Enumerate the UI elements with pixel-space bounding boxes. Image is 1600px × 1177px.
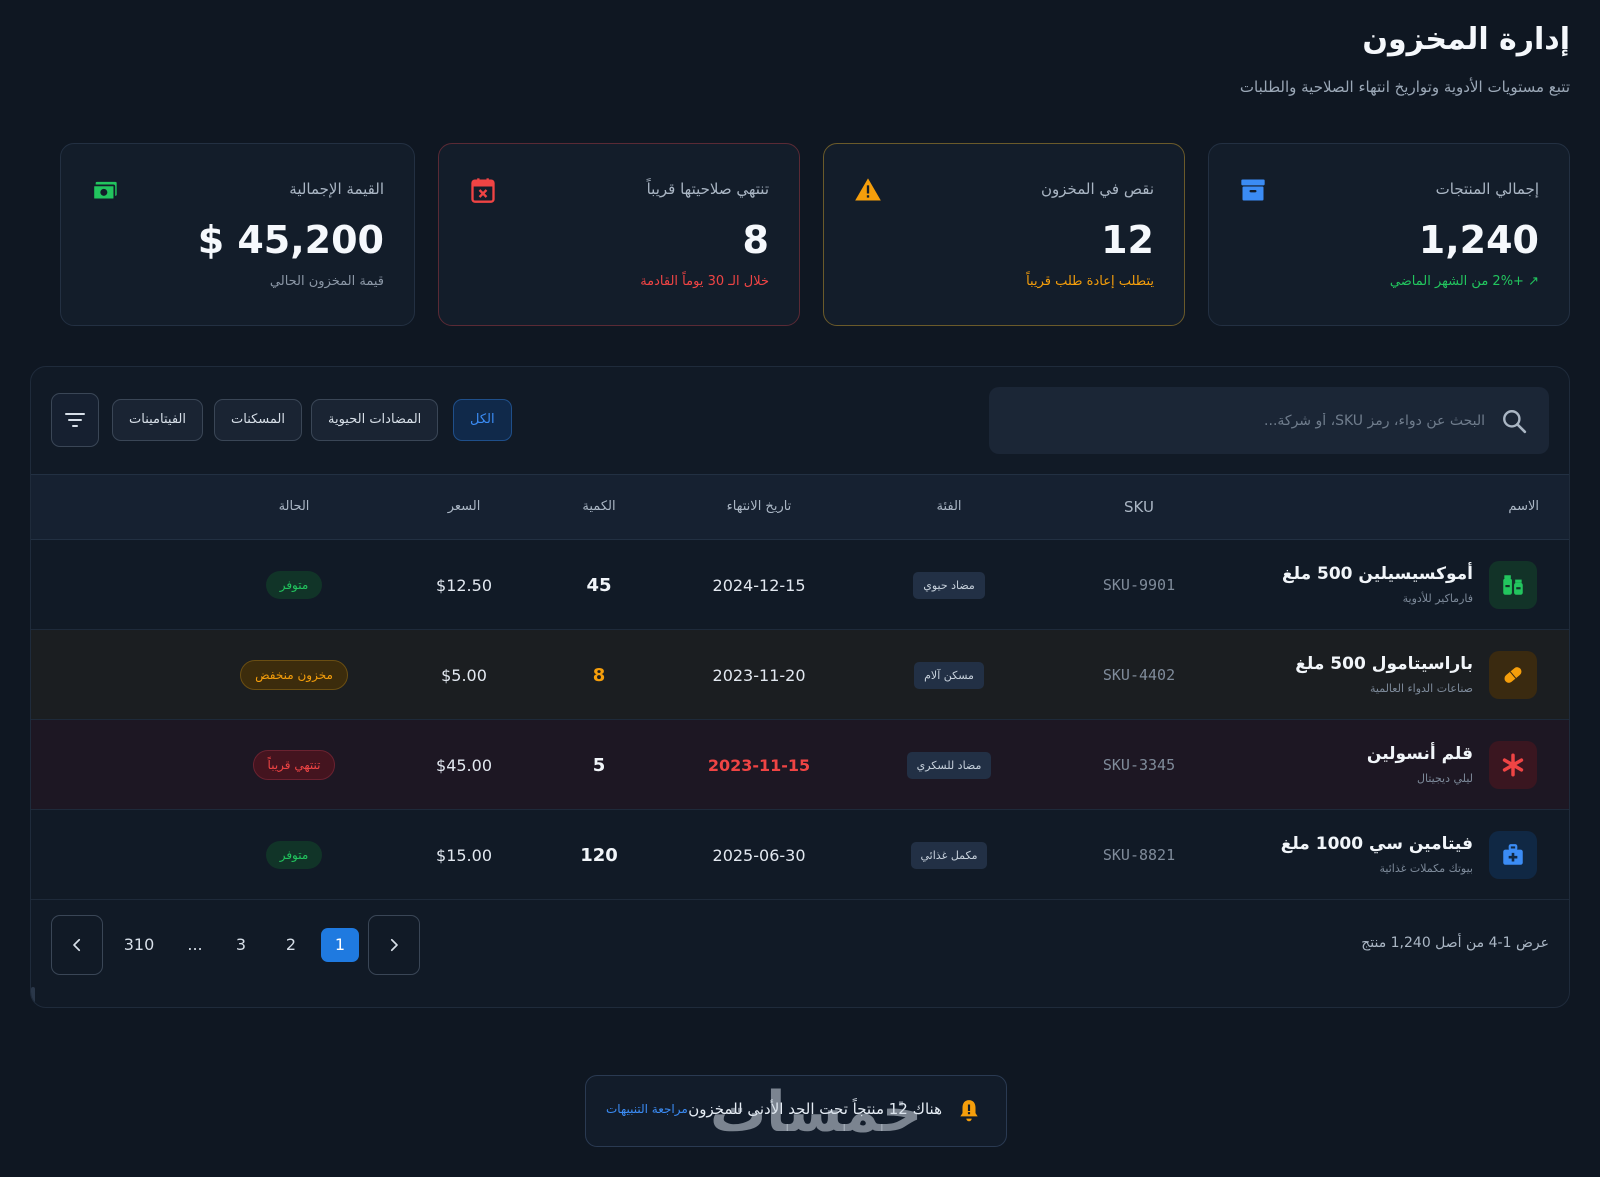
stat-value: $ 45,200 xyxy=(197,218,384,262)
price-cell: $12.50 xyxy=(436,575,492,595)
stat-value: 1,240 xyxy=(1418,218,1539,262)
sku-cell: SKU-4402 xyxy=(1102,666,1176,684)
chevron-right-icon xyxy=(390,938,398,952)
quantity-cell: 45 xyxy=(586,574,612,596)
status-badge: تنتهي قريباً xyxy=(252,750,336,780)
inventory-page: إدارة المخزون تتبع مستويات الأدوية وتوار… xyxy=(30,0,1570,1177)
table-row[interactable]: باراسيتامول 500 ملغ صناعات الدواء العالم… xyxy=(31,630,1569,720)
previous-page-button[interactable] xyxy=(51,915,103,975)
column-header-quantity: الكمية xyxy=(582,499,616,514)
medical-kit-icon xyxy=(1489,831,1537,879)
stat-note: قيمة المخزون الحالي xyxy=(269,274,384,289)
column-header-price: السعر xyxy=(447,499,481,514)
stat-label: القيمة الإجمالية xyxy=(289,180,384,198)
stat-value: 12 xyxy=(1101,218,1154,262)
price-cell: $5.00 xyxy=(441,665,487,685)
capsule-icon xyxy=(1489,651,1537,699)
quantity-cell: 120 xyxy=(580,844,618,866)
stat-card-total-value: القيمة الإجمالية $ 45,200 قيمة المخزون ا… xyxy=(60,143,415,326)
filter-button[interactable] xyxy=(51,393,99,447)
expiry-cell: 2024-12-15 xyxy=(712,575,806,595)
stat-label: نقص في المخزون xyxy=(1041,180,1154,198)
table-row[interactable]: فيتامين سي 1000 ملغ بيوتك مكملات غذائية … xyxy=(31,810,1569,900)
asterisk-icon xyxy=(1489,741,1537,789)
chevron-left-icon xyxy=(73,938,81,952)
product-maker: بيوتك مكملات غذائية xyxy=(1379,862,1474,875)
archive-box-icon xyxy=(1241,179,1265,201)
status-badge: متوفر xyxy=(265,841,323,869)
expiry-cell: 2025-06-30 xyxy=(712,845,806,865)
stat-note: يتطلب إعادة طلب قريباً xyxy=(1026,274,1154,289)
stat-note: ↗ +2% من الشهر الماضي xyxy=(1389,274,1539,289)
stat-card-expiring-soon: تنتهي صلاحيتها قريباً 8 خلال الـ 30 يوما… xyxy=(438,143,800,326)
results-summary: عرض 1-4 من أصل 1,240 منتج xyxy=(1361,935,1549,951)
product-name: فيتامين سي 1000 ملغ xyxy=(1280,834,1473,854)
search-box xyxy=(989,387,1549,454)
stat-label: إجمالي المنتجات xyxy=(1435,180,1539,198)
alert-message: هناك 12 منتجاً تحت الحد الأدنى للمخزون xyxy=(688,1100,942,1118)
search-input[interactable] xyxy=(1015,387,1485,454)
product-name: أموكسيسيلين 500 ملغ xyxy=(1282,564,1473,584)
page-number-1[interactable]: 1 xyxy=(321,928,359,962)
stats-row: إجمالي المنتجات 1,240 ↗ +2% من الشهر الم… xyxy=(30,143,1570,326)
category-tag: مكمل غذائي xyxy=(910,841,988,869)
product-maker: فارماكير للأدوية xyxy=(1402,592,1473,605)
filter-chip-painkillers[interactable]: المسكنات xyxy=(214,399,302,441)
price-cell: $45.00 xyxy=(436,755,492,775)
category-tag: مضاد للسكري xyxy=(906,751,992,779)
inventory-table-panel: الكل المضادات الحيوية المسكنات الفيتامين… xyxy=(30,366,1570,1008)
quantity-cell: 8 xyxy=(592,664,606,686)
next-page-button[interactable] xyxy=(368,915,420,975)
status-badge: مخزون منخفض xyxy=(240,660,348,690)
filter-lines-icon xyxy=(65,413,85,427)
product-name: قلم أنسولين xyxy=(1366,744,1473,764)
price-cell: $15.00 xyxy=(436,845,492,865)
table-scrollbar[interactable] xyxy=(31,987,35,1007)
quantity-cell: 5 xyxy=(592,754,606,776)
product-maker: ليلي ديجيتال xyxy=(1416,772,1473,785)
table-row[interactable]: قلم أنسولين ليلي ديجيتال SKU-3345 مضاد ل… xyxy=(31,720,1569,810)
sku-cell: SKU-8821 xyxy=(1102,846,1176,864)
calendar-x-icon xyxy=(471,178,495,203)
category-tag: مضاد حيوي xyxy=(913,571,985,599)
page-number-last[interactable]: 310 xyxy=(123,935,155,954)
stat-card-low-stock: نقص في المخزون 12 يتطلب إعادة طلب قريباً xyxy=(823,143,1185,326)
expiry-cell: 2023-11-15 xyxy=(707,755,811,775)
stat-value: 8 xyxy=(742,218,769,262)
pills-bottle-icon xyxy=(1489,561,1537,609)
filter-chip-antibiotics[interactable]: المضادات الحيوية xyxy=(311,399,439,441)
page-ellipsis: ... xyxy=(187,935,203,954)
expiry-cell: 2023-11-20 xyxy=(712,665,806,685)
column-header-category: الفئة xyxy=(936,499,962,514)
money-icon xyxy=(92,181,117,201)
review-alerts-link[interactable]: مراجعة التنبيهات xyxy=(606,1102,688,1116)
page-number-3[interactable]: 3 xyxy=(235,935,247,954)
product-maker: صناعات الدواء العالمية xyxy=(1370,682,1473,695)
column-header-expiry: تاريخ الانتهاء xyxy=(726,499,792,514)
stat-card-total-products: إجمالي المنتجات 1,240 ↗ +2% من الشهر الم… xyxy=(1208,143,1570,326)
bell-alert-icon xyxy=(960,1100,978,1122)
table-row[interactable]: أموكسيسيلين 500 ملغ فارماكير للأدوية SKU… xyxy=(31,540,1569,630)
status-badge: متوفر xyxy=(265,571,323,599)
table-header: الاسم SKU الفئة تاريخ الانتهاء الكمية ال… xyxy=(31,474,1569,540)
stat-note: خلال الـ 30 يوماً القادمة xyxy=(640,274,769,289)
stat-label: تنتهي صلاحيتها قريباً xyxy=(646,180,769,198)
page-number-2[interactable]: 2 xyxy=(285,935,297,954)
trend-up-icon: ↗ xyxy=(1528,274,1539,289)
product-name: باراسيتامول 500 ملغ xyxy=(1295,654,1473,674)
column-header-name: الاسم xyxy=(1508,499,1539,514)
column-header-status: الحالة xyxy=(278,499,310,514)
sku-cell: SKU-9901 xyxy=(1102,576,1176,594)
search-icon xyxy=(1503,410,1527,434)
warning-triangle-icon xyxy=(855,178,881,201)
filter-chip-all[interactable]: الكل xyxy=(453,399,512,441)
page-title: إدارة المخزون xyxy=(1362,22,1570,57)
filter-chip-vitamins[interactable]: الفيتامينات xyxy=(112,399,203,441)
sku-cell: SKU-3345 xyxy=(1102,756,1176,774)
column-header-sku: SKU xyxy=(1124,498,1154,516)
category-tag: مسكن آلام xyxy=(914,661,984,689)
low-stock-alert: هناك 12 منتجاً تحت الحد الأدنى للمخزون م… xyxy=(585,1075,1007,1147)
page-subtitle: تتبع مستويات الأدوية وتواريخ انتهاء الصل… xyxy=(1239,78,1570,96)
